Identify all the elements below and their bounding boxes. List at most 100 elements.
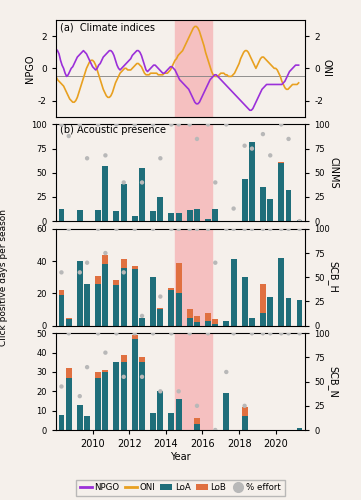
Bar: [297, 300, 303, 326]
Bar: [278, 162, 284, 163]
Point: [278, 225, 284, 233]
Y-axis label: CINMS: CINMS: [328, 157, 338, 188]
Bar: [95, 210, 101, 221]
Bar: [103, 166, 108, 221]
Bar: [169, 214, 174, 221]
X-axis label: Year: Year: [170, 452, 191, 462]
Point: [103, 348, 108, 356]
Text: (b) Acoustic presence: (b) Acoustic presence: [60, 126, 166, 136]
Point: [169, 120, 174, 128]
Bar: [194, 418, 200, 424]
Point: [242, 402, 248, 410]
Point: [223, 225, 229, 233]
Point: [58, 268, 64, 276]
Point: [212, 258, 218, 266]
Bar: [187, 318, 192, 326]
Point: [77, 392, 83, 400]
Point: [223, 368, 229, 376]
Point: [231, 204, 236, 212]
Bar: [231, 260, 236, 326]
Point: [223, 120, 229, 128]
Bar: [187, 310, 192, 318]
Bar: [66, 378, 72, 430]
Y-axis label: ONI: ONI: [321, 60, 331, 78]
Point: [157, 292, 163, 300]
Bar: [58, 208, 64, 221]
Bar: [66, 368, 72, 378]
Point: [176, 120, 182, 128]
Point: [194, 135, 200, 143]
Bar: [176, 399, 182, 430]
Bar: [84, 284, 90, 326]
Point: [187, 225, 192, 233]
Bar: [212, 324, 218, 326]
Bar: [95, 372, 101, 378]
Bar: [77, 405, 83, 430]
Point: [58, 120, 64, 128]
Bar: [212, 319, 218, 324]
Point: [249, 225, 255, 233]
Y-axis label: SCB_H: SCB_H: [327, 262, 338, 293]
Point: [268, 225, 273, 233]
Point: [205, 330, 211, 338]
Bar: [66, 319, 72, 326]
Legend: NPGO, ONI, LoA, LoB, % effort: NPGO, ONI, LoA, LoB, % effort: [77, 480, 284, 496]
Bar: [242, 277, 248, 326]
Bar: [121, 260, 127, 268]
Point: [205, 120, 211, 128]
Bar: [223, 394, 229, 430]
Bar: [58, 414, 64, 430]
Point: [84, 258, 90, 266]
Bar: [205, 320, 211, 326]
Bar: [175, 229, 212, 326]
Point: [58, 382, 64, 390]
Point: [150, 120, 156, 128]
Point: [249, 330, 255, 338]
Bar: [121, 268, 127, 326]
Bar: [175, 124, 212, 221]
Point: [77, 268, 83, 276]
Bar: [194, 208, 200, 221]
Bar: [121, 184, 127, 221]
Bar: [103, 254, 108, 264]
Bar: [157, 310, 163, 326]
Bar: [212, 208, 218, 221]
Bar: [157, 197, 163, 221]
Point: [139, 312, 145, 320]
Bar: [113, 286, 119, 326]
Point: [212, 426, 218, 434]
Bar: [77, 210, 83, 221]
Point: [113, 225, 119, 233]
Point: [113, 330, 119, 338]
Bar: [66, 318, 72, 319]
Bar: [176, 214, 182, 221]
Bar: [169, 412, 174, 430]
Point: [121, 373, 127, 381]
Bar: [139, 168, 145, 221]
Point: [260, 225, 266, 233]
Point: [194, 402, 200, 410]
Point: [286, 225, 291, 233]
Point: [84, 363, 90, 371]
Bar: [187, 210, 192, 221]
Point: [212, 178, 218, 186]
Point: [242, 225, 248, 233]
Point: [286, 330, 291, 338]
Bar: [176, 262, 182, 294]
Bar: [223, 320, 229, 326]
Bar: [297, 220, 303, 221]
Bar: [176, 294, 182, 326]
Bar: [84, 416, 90, 430]
Point: [176, 225, 182, 233]
Bar: [169, 288, 174, 290]
Bar: [157, 308, 163, 310]
Bar: [113, 362, 119, 430]
Point: [66, 225, 72, 233]
Bar: [260, 188, 266, 221]
Bar: [139, 362, 145, 430]
Point: [297, 330, 303, 338]
Bar: [242, 416, 248, 430]
Text: (a)  Climate indices: (a) Climate indices: [60, 23, 155, 33]
Bar: [297, 428, 303, 430]
Bar: [132, 269, 138, 326]
